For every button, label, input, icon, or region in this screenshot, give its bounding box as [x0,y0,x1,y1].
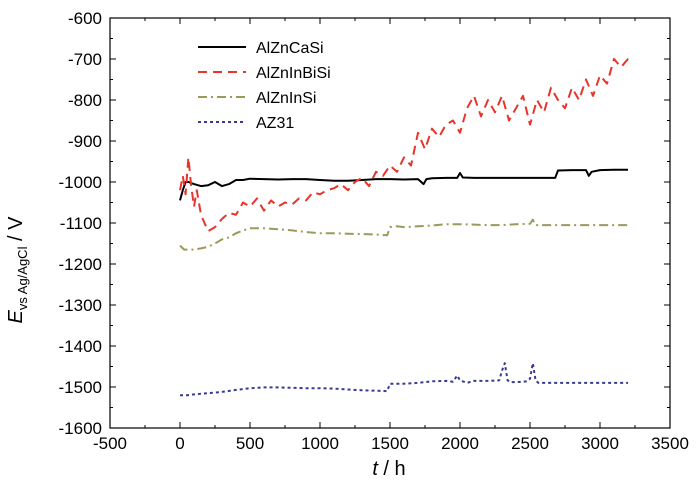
x-tick-label: 0 [175,434,184,453]
y-tick-label: -800 [68,91,102,110]
series-line-alzncasi [179,168,628,201]
y-tick-label: -1400 [59,337,102,356]
x-tick-label: 500 [236,434,264,453]
y-tick-label: -1200 [59,255,102,274]
series-line-alzninsi [179,218,628,251]
y-tick-label: -1300 [59,296,102,315]
axes-ticks: -500 0 500 1000 1500 2000 2500 3000 3500 -600 -700… [59,9,689,453]
x-tick-label: 1500 [371,434,409,453]
series-line-az31 [180,362,628,397]
legend-label-az31: AZ31 [256,115,294,132]
x-tick-label: 3500 [651,434,689,453]
x-tick-label: 1000 [301,434,339,453]
y-tick-label: -900 [68,132,102,151]
y-tick-label: -1100 [60,214,102,233]
x-tick-label: 2000 [441,434,479,453]
legend-label-alzninsi: AlZnInSi [256,90,316,107]
x-tick-label: 3000 [581,434,619,453]
x-axis-title: t / h [372,458,405,480]
y-tick-label: -700 [68,50,102,69]
legend: AlZnCaSi AlZnInBiSi AlZnInSi AZ31 [198,40,331,132]
y-tick-label: -1500 [59,378,102,397]
y-tick-label: -600 [68,9,102,28]
series-line-alzninbisi [179,58,633,233]
y-tick-label: -1600 [59,419,102,438]
legend-label-alzncasi: AlZnCaSi [256,40,324,57]
x-tick-label: -500 [93,434,127,453]
series-layer [179,58,633,397]
y-tick-label: -1000 [59,173,102,192]
y-axis-title: Evs Ag/AgCl / V [5,216,30,324]
x-tick-label: 2500 [511,434,549,453]
legend-label-alzninbisi: AlZnInBiSi [256,65,331,82]
